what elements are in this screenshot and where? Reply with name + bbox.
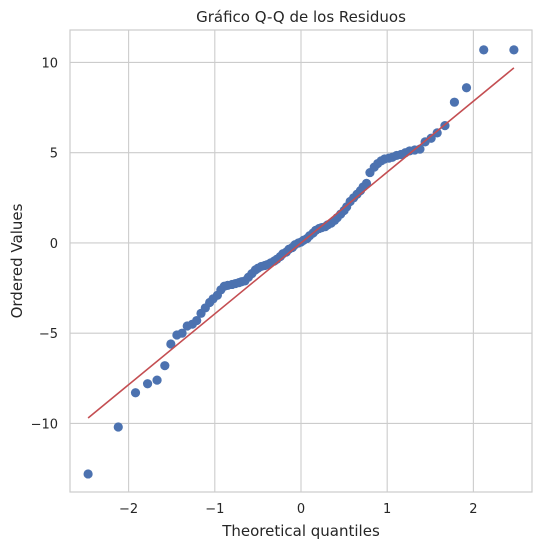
y-tick-label: 0 bbox=[50, 237, 58, 252]
y-tick-label: 10 bbox=[41, 56, 58, 71]
chart-title: Gráfico Q-Q de los Residuos bbox=[196, 8, 406, 26]
data-point bbox=[361, 178, 372, 188]
data-point bbox=[479, 45, 489, 55]
x-tick-label: 1 bbox=[383, 502, 391, 517]
data-point bbox=[426, 133, 436, 143]
data-point bbox=[152, 375, 162, 385]
y-tick-label: −5 bbox=[39, 327, 58, 342]
data-point bbox=[160, 361, 170, 371]
grid bbox=[70, 30, 532, 492]
data-point bbox=[113, 422, 123, 432]
data-point bbox=[83, 469, 93, 479]
data-point bbox=[130, 388, 141, 398]
data-point bbox=[192, 315, 202, 326]
points-layer bbox=[83, 45, 519, 479]
data-point bbox=[166, 339, 176, 349]
fit-line bbox=[87, 67, 515, 419]
y-tick-labels: −10 −5 0 5 10 bbox=[31, 56, 58, 432]
x-axis-label: Theoretical quantiles bbox=[221, 522, 380, 540]
y-tick-label: 5 bbox=[50, 147, 58, 162]
plot-frame bbox=[69, 29, 533, 493]
data-point bbox=[509, 45, 519, 55]
fit-line-layer bbox=[87, 67, 515, 419]
x-tick-label: 0 bbox=[297, 502, 305, 517]
data-point bbox=[432, 128, 442, 138]
y-axis-label: Ordered Values bbox=[8, 203, 26, 318]
x-tick-label: −1 bbox=[205, 502, 224, 517]
y-tick-label: −10 bbox=[31, 417, 58, 432]
data-point bbox=[449, 97, 460, 107]
data-point bbox=[461, 83, 472, 93]
x-tick-labels: −2 −1 0 1 2 bbox=[119, 502, 478, 517]
data-point bbox=[177, 328, 187, 338]
x-tick-label: −2 bbox=[119, 502, 138, 517]
x-tick-label: 2 bbox=[469, 502, 477, 517]
data-point bbox=[142, 379, 153, 389]
